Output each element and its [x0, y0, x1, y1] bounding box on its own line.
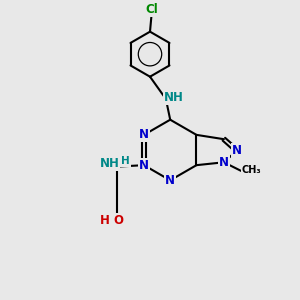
Text: N: N — [219, 156, 229, 169]
Text: N: N — [232, 144, 242, 157]
Text: N: N — [139, 128, 149, 141]
Text: CH₃: CH₃ — [242, 164, 261, 175]
Text: N: N — [139, 159, 149, 172]
Text: NH: NH — [164, 91, 184, 104]
Text: O: O — [114, 214, 124, 226]
Text: Cl: Cl — [145, 3, 158, 16]
Text: H: H — [100, 214, 110, 226]
Text: H: H — [121, 156, 130, 166]
Text: N: N — [165, 174, 175, 187]
Text: NH: NH — [99, 157, 119, 170]
